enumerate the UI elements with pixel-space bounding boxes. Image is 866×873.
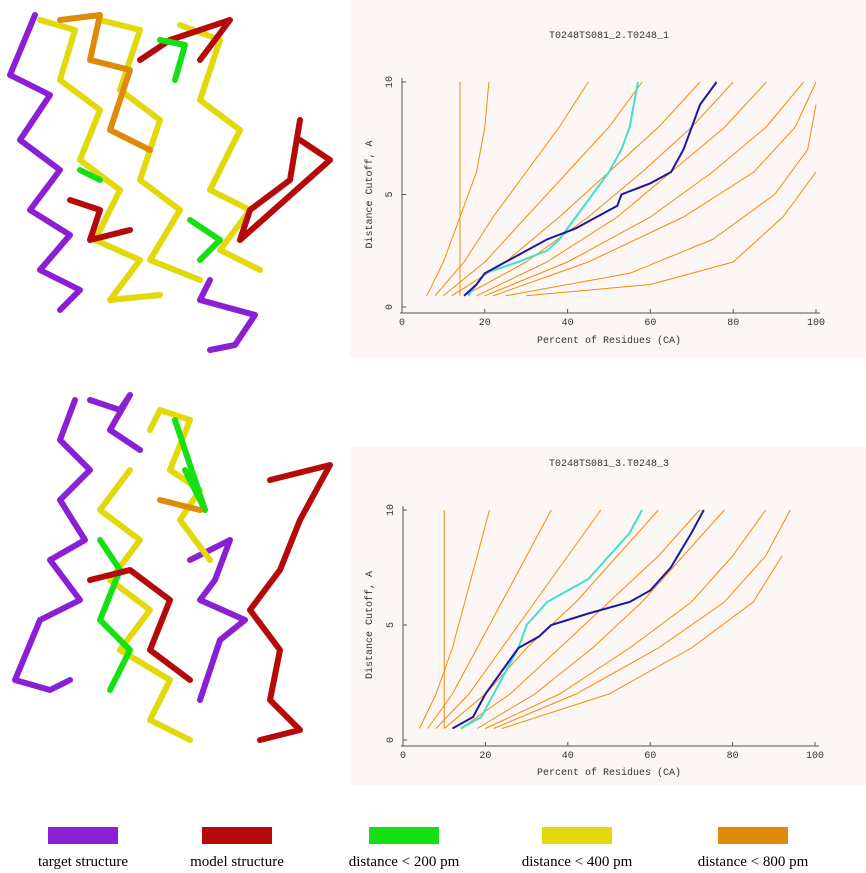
y-tick-label: 10	[385, 76, 396, 88]
series-line	[484, 81, 804, 297]
series-line	[463, 81, 734, 297]
series-line	[460, 509, 643, 730]
plot-panel	[350, 0, 866, 357]
x-tick-label: 80	[727, 318, 739, 329]
x-tick-label: 60	[644, 318, 656, 329]
plot-panel	[350, 447, 866, 785]
chart-title: T0248TS081_3.T0248_3	[549, 459, 669, 470]
series-line	[460, 509, 700, 729]
y-axis-label: Distance Cutoff, A	[364, 140, 376, 248]
legend: target structure model structure distance …	[38, 827, 809, 870]
y-tick-label: 0	[386, 737, 397, 743]
x-tick-label: 0	[400, 751, 406, 762]
x-tick-label: 20	[479, 751, 491, 762]
legend-label: distance < 800 pm	[698, 854, 809, 870]
legend-swatch	[48, 827, 118, 844]
y-tick-label: 5	[386, 622, 397, 628]
x-tick-label: 40	[562, 751, 574, 762]
legend-swatch	[202, 827, 272, 844]
legend-label: target structure	[38, 854, 128, 870]
y-tick-label: 5	[385, 191, 396, 197]
legend-swatch	[542, 827, 612, 844]
series-line	[443, 81, 643, 297]
legend-label: distance < 400 pm	[522, 854, 633, 870]
series-line	[505, 104, 817, 297]
y-tick-label: 0	[385, 304, 396, 310]
x-tick-label: 40	[562, 318, 574, 329]
x-axis-label: Percent of Residues (CA)	[537, 335, 681, 347]
legend-swatch	[718, 827, 788, 844]
x-tick-label: 20	[479, 318, 491, 329]
x-tick-label: 80	[727, 751, 739, 762]
series-line	[435, 509, 602, 729]
series-line	[493, 509, 791, 729]
x-tick-label: 100	[807, 318, 825, 329]
series-line	[501, 555, 783, 729]
series-line	[492, 81, 817, 297]
series-line	[427, 509, 552, 729]
charts: T0248TS081_2.T0248_1 Percent of Residues …	[364, 31, 825, 779]
series-line	[526, 171, 817, 297]
x-tick-label: 0	[399, 318, 405, 329]
structure-2	[12, 392, 333, 743]
series-line	[434, 81, 589, 297]
x-axis-label: Percent of Residues (CA)	[537, 767, 681, 779]
y-axis-label: Distance Cutoff, A	[364, 571, 376, 679]
x-tick-label: 60	[644, 751, 656, 762]
series-line	[485, 509, 767, 729]
structure-1	[7, 12, 333, 353]
series-line	[467, 81, 639, 297]
chart-title: T0248TS081_2.T0248_1	[549, 31, 669, 42]
x-tick-label: 100	[806, 751, 824, 762]
series-line	[451, 509, 705, 730]
legend-swatch	[369, 827, 439, 844]
series-line	[463, 81, 718, 297]
legend-label: distance < 200 pm	[349, 854, 460, 870]
legend-label: model structure	[190, 854, 284, 870]
series-line	[419, 509, 490, 729]
series-line	[476, 81, 767, 297]
y-tick-label: 10	[386, 504, 397, 516]
series-line	[476, 509, 725, 729]
series-line	[426, 81, 490, 297]
